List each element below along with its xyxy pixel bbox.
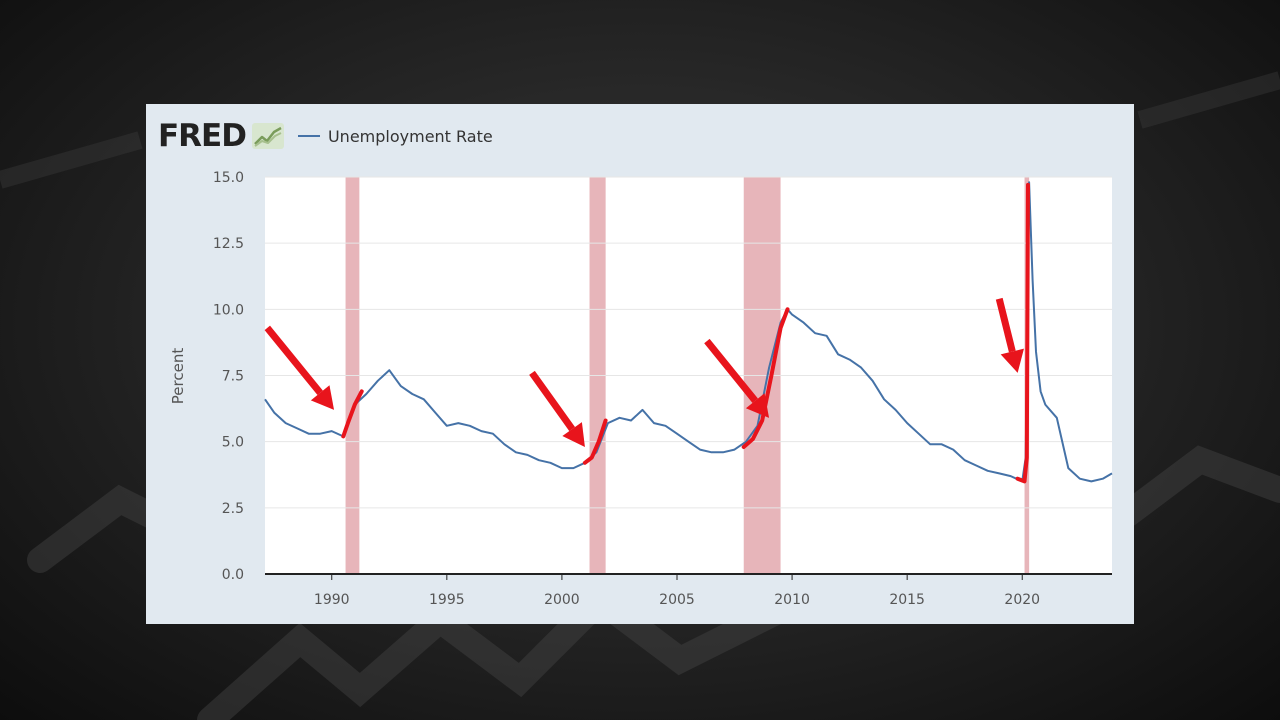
line-chart: 0.0 2.5 5.0 7.5 10.0 12.5 15.0 1990 1995 2000 2005…: [169, 170, 1113, 608]
y-tick-label: 0.0: [222, 567, 244, 583]
annotation-arrow-1: [264, 325, 335, 410]
highlight-layer: [264, 182, 1030, 484]
annotation-arrow-3: [704, 338, 770, 418]
highlight-segment-3: [741, 307, 790, 449]
chart-card: FRED Unemployment Rate 0.0 2.5 5.0 7.5 10.0 1…: [146, 104, 1134, 624]
axes: 0.0 2.5 5.0 7.5 10.0 12.5 15.0 1990 1995 2000 2005…: [213, 170, 1112, 608]
x-tick-label: 2015: [889, 592, 925, 608]
x-tick-label: 2005: [659, 592, 695, 608]
series-line-unemployment-rate: [264, 181, 1113, 483]
annotation-arrow-4: [995, 297, 1024, 373]
y-tick-label: 12.5: [213, 236, 244, 252]
chart-legend: Unemployment Rate: [297, 126, 493, 146]
highlight-segment-1: [341, 389, 364, 439]
y-axis-label: Percent: [169, 348, 187, 405]
fred-chart-icon: [251, 123, 284, 149]
x-tick-label: 1995: [429, 592, 465, 608]
annotation-arrow-2: [529, 370, 585, 447]
series-layer: [264, 181, 1113, 483]
y-tick-label: 7.5: [222, 369, 244, 385]
x-tick-label: 2020: [1004, 592, 1040, 608]
highlight-segment-2: [582, 418, 608, 465]
x-tick-label: 2010: [774, 592, 810, 608]
legend-swatch: [297, 135, 320, 137]
y-tick-label: 10.0: [213, 302, 244, 318]
x-tick-label: 2000: [544, 592, 580, 608]
highlight-segment-4: [1015, 182, 1030, 484]
y-tick-label: 15.0: [213, 170, 244, 186]
fred-logo: FRED: [158, 118, 247, 154]
y-tick-label: 2.5: [222, 501, 244, 517]
x-tick-label: 1990: [314, 592, 350, 608]
y-tick-label: 5.0: [222, 435, 244, 451]
chart-header: FRED Unemployment Rate: [158, 116, 493, 156]
legend-label: Unemployment Rate: [327, 126, 493, 146]
